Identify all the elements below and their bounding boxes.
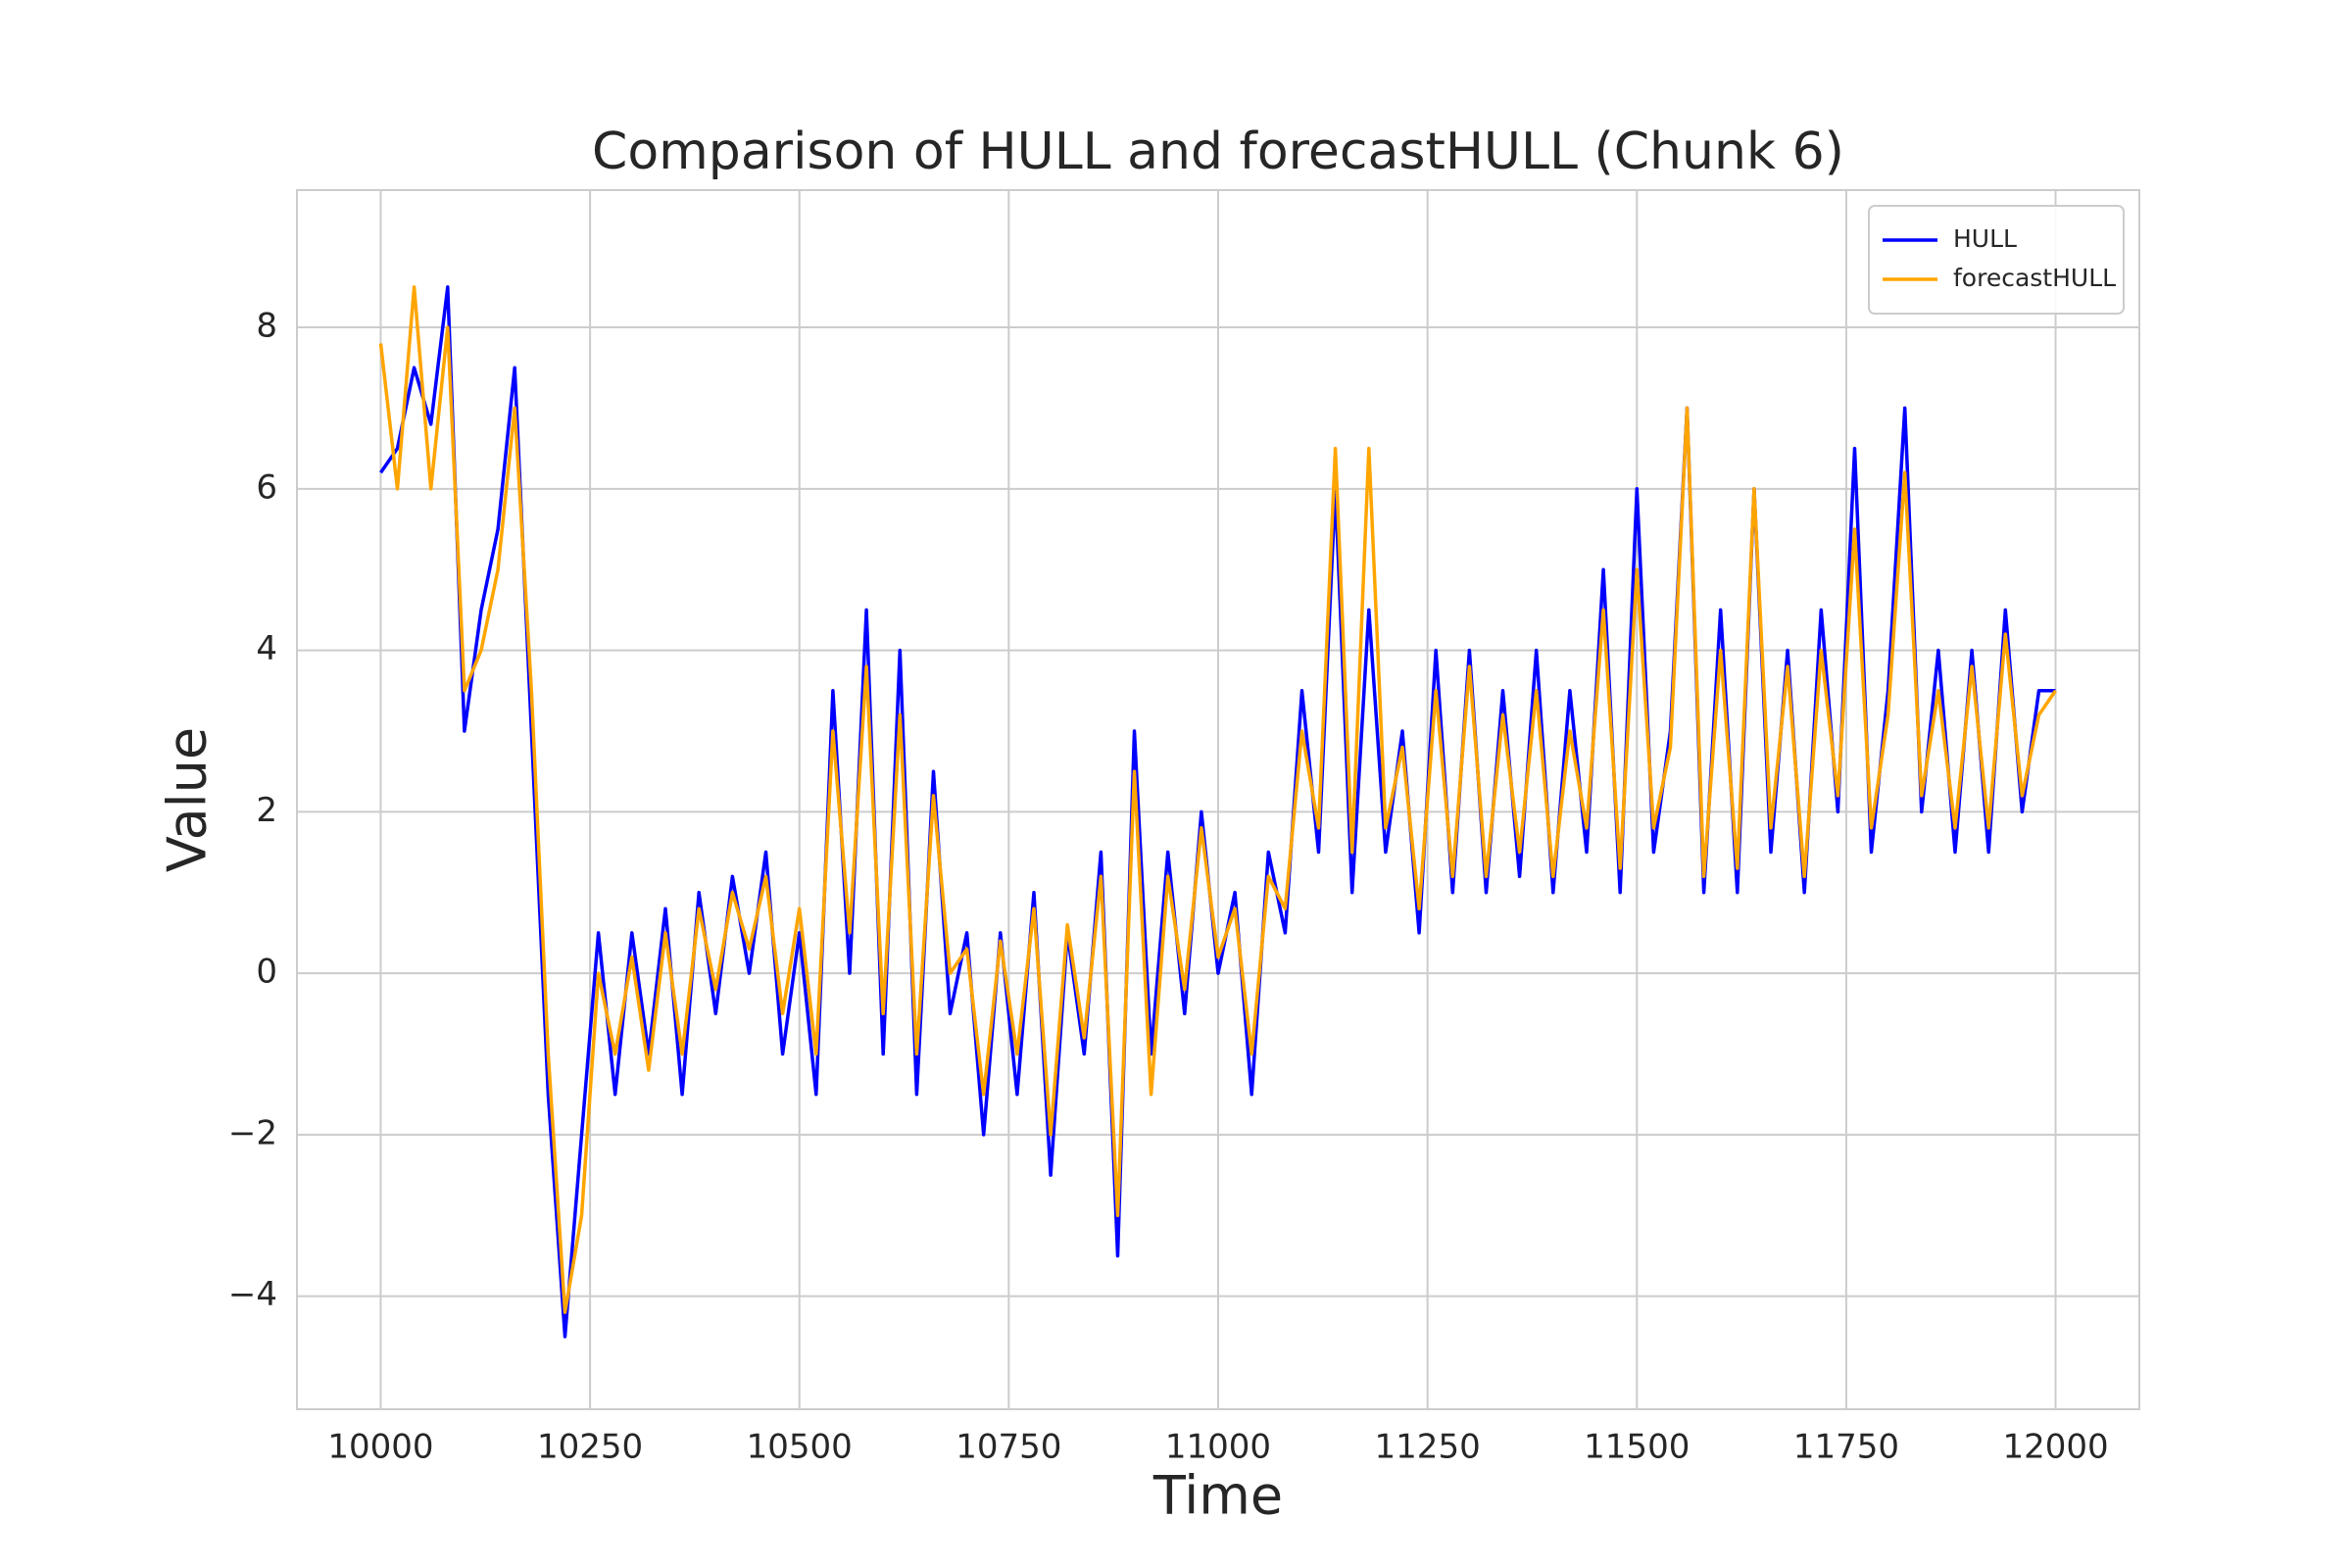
y-tick-label: 0 — [256, 953, 277, 992]
y-tick-label: −2 — [228, 1113, 277, 1152]
x-tick-label: 11250 — [1375, 1428, 1481, 1467]
y-tick-label: 4 — [256, 629, 277, 668]
legend-label: HULL — [1953, 224, 2017, 253]
x-tick-label: 10750 — [956, 1428, 1061, 1467]
y-tick-label: −4 — [228, 1275, 277, 1314]
plot-frame — [296, 189, 2140, 1410]
x-tick-label: 12000 — [2002, 1428, 2108, 1467]
series-line — [378, 285, 2057, 1314]
y-tick-label: 8 — [256, 307, 277, 346]
y-axis-label: Value — [157, 727, 219, 872]
y-tick-label: 2 — [256, 791, 277, 830]
x-tick-label: 11000 — [1165, 1428, 1271, 1467]
x-axis-label: Time — [1152, 1465, 1283, 1527]
legend-box — [1868, 205, 2125, 315]
x-tick-label: 10500 — [747, 1428, 853, 1467]
x-tick-label: 11500 — [1584, 1428, 1690, 1467]
x-tick-label: 11750 — [1793, 1428, 1899, 1467]
chart-title: Comparison of HULL and forecastHULL (Chu… — [592, 122, 1844, 181]
legend-label: forecastHULL — [1953, 264, 2116, 292]
x-tick-label: 10250 — [537, 1428, 643, 1467]
legend: HULL forecastHULL — [1868, 205, 2125, 315]
y-tick-label: 6 — [256, 467, 277, 507]
x-tick-label: 10000 — [327, 1428, 433, 1467]
